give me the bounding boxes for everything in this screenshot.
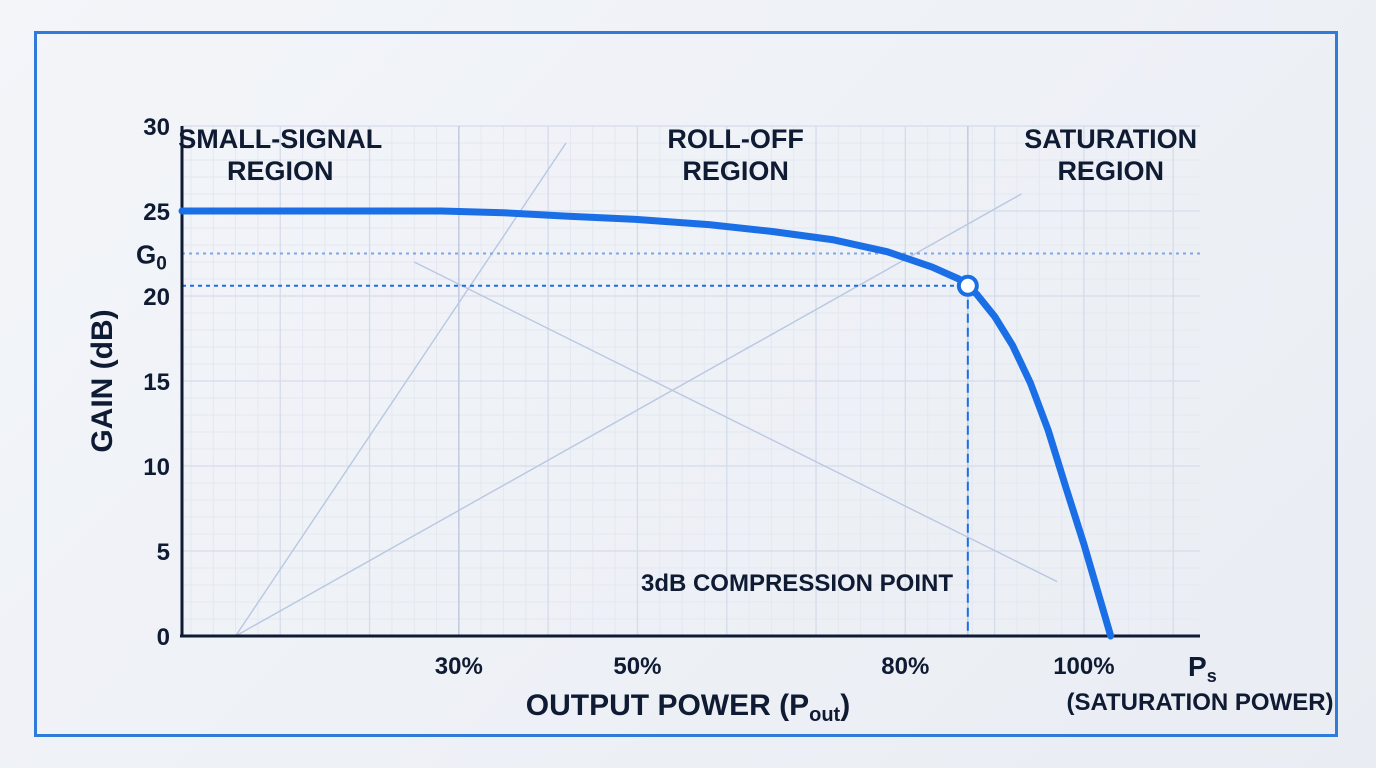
region-label: REGION [682, 156, 789, 186]
y-tick-label: 5 [157, 539, 170, 566]
x-tick-label: 30% [435, 653, 483, 680]
region-label: ROLL-OFF [667, 124, 803, 154]
region-label: REGION [227, 156, 334, 186]
compression-point-label: 3dB COMPRESSION POINT [641, 570, 953, 597]
reference-lines [182, 252, 1200, 636]
g0-label: G0 [136, 240, 167, 275]
x-axis-title: OUTPUT POWER (Pout) [526, 689, 850, 726]
labels: 0 5 10 15 20 25 30 G0 30% 50% 80% 100% Ps (SATURATION… [86, 114, 1334, 726]
region-label: SMALL-SIGNAL [178, 124, 382, 154]
y-tick-label: 0 [157, 624, 170, 651]
y-tick-label: 30 [143, 114, 170, 141]
y-axis-title: GAIN (dB) [86, 309, 119, 452]
x-tick-label: 80% [881, 653, 929, 680]
chart-frame [34, 31, 1338, 737]
guide-line [413, 261, 1058, 583]
grid [182, 125, 1200, 637]
x-tick-label: 50% [613, 653, 661, 680]
gain-curve-line [178, 207, 1115, 640]
gain-curve [178, 207, 1115, 640]
region-label: SATURATION [1024, 124, 1197, 154]
ps-label: Ps [1188, 651, 1217, 686]
x-tick-label: 100% [1053, 653, 1114, 680]
y-tick-label: 15 [143, 369, 170, 396]
guide-line [235, 193, 1022, 637]
guide-line [234, 142, 567, 637]
y-tick-label: 20 [143, 284, 170, 311]
compression-point-marker [956, 274, 979, 297]
y-tick-label: 25 [143, 199, 170, 226]
ps-caption: (SATURATION POWER) [1066, 689, 1333, 716]
guide-lines [234, 142, 1058, 637]
region-label: REGION [1057, 156, 1164, 186]
y-tick-label: 10 [143, 454, 170, 481]
